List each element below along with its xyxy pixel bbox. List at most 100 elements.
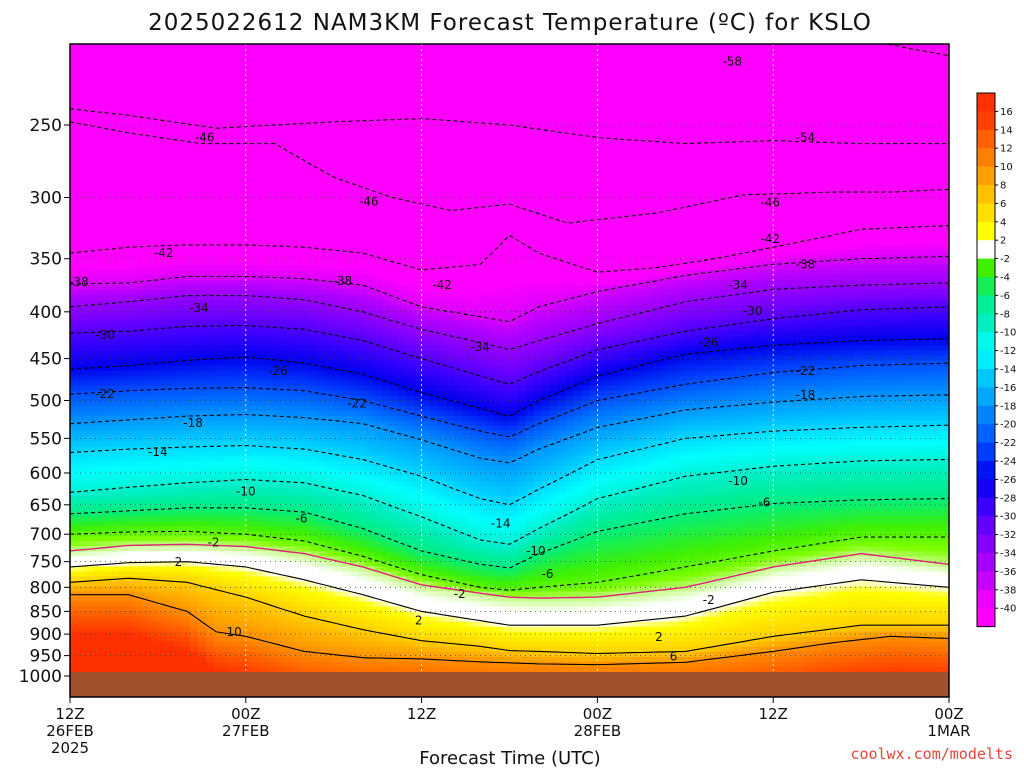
- temperature-cell: [317, 54, 327, 60]
- temperature-cell: [181, 536, 191, 542]
- temperature-cell: [133, 486, 143, 492]
- temperature-cell: [165, 305, 175, 311]
- temperature-cell: [133, 340, 143, 346]
- temperature-cell: [333, 385, 343, 392]
- temperature-cell: [93, 345, 103, 351]
- temperature-cell: [245, 204, 255, 211]
- temperature-cell: [253, 49, 263, 55]
- temperature-cell: [70, 576, 79, 583]
- temperature-cell: [237, 224, 247, 231]
- temperature-cell: [293, 360, 303, 367]
- temperature-cell: [293, 666, 303, 673]
- temperature-cell: [349, 174, 359, 181]
- temperature-cell: [213, 601, 223, 608]
- temperature-cell: [285, 470, 295, 477]
- temperature-cell: [285, 430, 295, 437]
- temperature-cell: [157, 365, 167, 372]
- temperature-cell: [117, 581, 127, 588]
- temperature-cell: [365, 179, 375, 186]
- temperature-cell: [70, 435, 79, 442]
- temperature-cell: [277, 239, 287, 246]
- temperature-cell: [141, 49, 151, 55]
- temperature-cell: [269, 576, 279, 583]
- temperature-cell: [365, 234, 375, 241]
- temperature-cell: [173, 169, 183, 176]
- temperature-cell: [157, 380, 167, 387]
- temperature-cell: [285, 661, 295, 668]
- temperature-cell: [349, 139, 359, 146]
- temperature-cell: [277, 194, 287, 201]
- temperature-cell: [237, 89, 247, 95]
- temperature-cell: [293, 511, 303, 517]
- temperature-cell: [253, 435, 263, 442]
- temperature-cell: [245, 340, 255, 346]
- temperature-cell: [333, 591, 343, 598]
- temperature-cell: [365, 405, 375, 412]
- temperature-cell: [93, 601, 103, 608]
- temperature-cell: [333, 74, 343, 80]
- temperature-cell: [277, 596, 287, 603]
- temperature-cell: [333, 310, 343, 316]
- temperature-cell: [77, 400, 87, 407]
- temperature-cell: [85, 576, 95, 583]
- temperature-cell: [285, 415, 295, 422]
- temperature-cell: [357, 109, 367, 115]
- temperature-cell: [125, 621, 135, 628]
- temperature-cell: [157, 104, 167, 110]
- temperature-cell: [133, 204, 143, 211]
- temperature-cell: [293, 576, 303, 583]
- temperature-cell: [341, 576, 351, 583]
- temperature-cell: [141, 59, 151, 65]
- temperature-cell: [341, 164, 351, 171]
- temperature-cell: [109, 606, 119, 613]
- temperature-cell: [189, 591, 199, 598]
- temperature-cell: [173, 576, 183, 583]
- temperature-cell: [253, 481, 263, 487]
- temperature-cell: [221, 420, 231, 427]
- temperature-cell: [141, 310, 151, 316]
- temperature-cell: [173, 405, 183, 412]
- temperature-cell: [197, 184, 207, 191]
- temperature-cell: [197, 405, 207, 412]
- temperature-cell: [229, 370, 239, 377]
- temperature-cell: [261, 561, 271, 567]
- temperature-cell: [101, 571, 111, 578]
- temperature-cell: [229, 561, 239, 567]
- temperature-cell: [101, 169, 111, 176]
- temperature-cell: [285, 114, 295, 120]
- temperature-cell: [253, 491, 263, 497]
- temperature-cell: [373, 74, 383, 80]
- temperature-cell: [70, 430, 79, 437]
- temperature-cell: [141, 214, 151, 221]
- temperature-cell: [253, 425, 263, 432]
- temperature-cell: [165, 54, 175, 60]
- temperature-cell: [301, 305, 311, 311]
- temperature-cell: [261, 501, 271, 507]
- temperature-cell: [301, 270, 311, 276]
- temperature-cell: [149, 475, 159, 482]
- temperature-cell: [205, 430, 215, 437]
- temperature-cell: [261, 496, 271, 502]
- temperature-cell: [125, 214, 135, 221]
- temperature-cell: [197, 310, 207, 316]
- temperature-cell: [309, 355, 319, 362]
- temperature-cell: [181, 270, 191, 276]
- temperature-cell: [133, 491, 143, 497]
- temperature-cell: [189, 646, 199, 653]
- temperature-cell: [173, 370, 183, 377]
- temperature-cell: [309, 651, 319, 658]
- temperature-cell: [365, 586, 375, 593]
- temperature-cell: [269, 601, 279, 608]
- temperature-cell: [293, 219, 303, 226]
- temperature-cell: [85, 320, 95, 326]
- temperature-cell: [117, 400, 127, 407]
- temperature-cell: [269, 124, 279, 130]
- temperature-cell: [285, 84, 295, 90]
- temperature-cell: [261, 345, 271, 351]
- temperature-cell: [269, 541, 279, 547]
- temperature-cell: [197, 219, 207, 226]
- temperature-cell: [341, 596, 351, 603]
- temperature-cell: [341, 49, 351, 55]
- temperature-cell: [285, 129, 295, 136]
- temperature-cell: [70, 460, 79, 467]
